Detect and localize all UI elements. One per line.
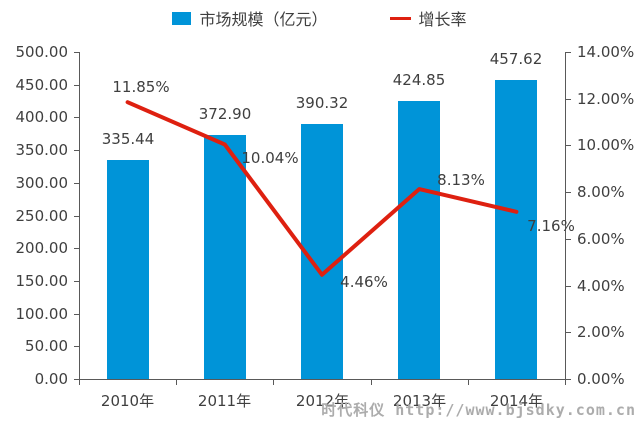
legend-line-swatch [389, 16, 411, 20]
line-point-label: 7.16% [527, 217, 575, 235]
legend-bar-swatch [172, 11, 192, 25]
y-axis-left-tick [74, 281, 79, 282]
legend-item-market-size: 市场规模（亿元） [172, 6, 328, 30]
x-axis-category-label: 2010年 [100, 392, 155, 410]
y-axis-left-tick-label: 500.00 [15, 43, 69, 61]
y-axis-right-tick-label: 8.00% [577, 183, 625, 201]
y-axis-left-tick-label: 100.00 [15, 305, 69, 323]
y-axis-right-tick [566, 99, 571, 100]
y-axis-left-tick [74, 314, 79, 315]
line-point-label: 11.85% [112, 78, 170, 96]
y-axis-right-tick [566, 145, 571, 146]
x-axis-tick [176, 380, 177, 385]
bar [301, 124, 343, 379]
y-axis-right-tick [566, 286, 571, 287]
y-axis-left [79, 52, 80, 380]
x-axis-tick [79, 380, 80, 385]
bar [204, 135, 246, 379]
y-axis-right-tick-label: 12.00% [577, 90, 635, 108]
y-axis-right-tick-label: 14.00% [577, 43, 635, 61]
y-axis-left-tick [74, 52, 79, 53]
watermark: 时代科仪 http://www.bjsdky.com.cn [321, 401, 636, 419]
y-axis-left-tick-label: 400.00 [15, 108, 69, 126]
x-axis-tick [468, 380, 469, 385]
y-axis-left-tick-label: 450.00 [15, 76, 69, 94]
x-axis-category-label: 2012年 [295, 392, 350, 410]
y-axis-left-tick-label: 150.00 [15, 272, 69, 290]
y-axis-left-tick [74, 379, 79, 380]
legend-label-growth-rate: 增长率 [418, 10, 467, 29]
x-axis-tick [565, 380, 566, 385]
bar [398, 101, 440, 379]
y-axis-left-tick [74, 150, 79, 151]
y-axis-left-tick [74, 85, 79, 86]
bar [107, 160, 149, 379]
legend-item-growth-rate: 增长率 [389, 6, 467, 30]
x-axis-category-label: 2011年 [197, 392, 252, 410]
x-axis-tick [273, 380, 274, 385]
y-axis-right-tick-label: 10.00% [577, 136, 635, 154]
y-axis-left-tick-label: 0.00 [34, 370, 68, 388]
legend: 市场规模（亿元） 增长率 [0, 6, 639, 30]
line-point-label: 8.13% [437, 171, 485, 189]
x-axis [79, 379, 566, 380]
y-axis-right-tick [566, 239, 571, 240]
line-point-label: 4.46% [340, 273, 388, 291]
y-axis-left-tick [74, 117, 79, 118]
bar-value-label: 424.85 [392, 71, 446, 89]
y-axis-left-tick [74, 248, 79, 249]
y-axis-left-tick-label: 50.00 [25, 337, 68, 355]
line-point-label: 10.04% [241, 149, 299, 167]
bar [495, 80, 537, 379]
y-axis-right [565, 52, 566, 380]
y-axis-left-tick-label: 200.00 [15, 239, 69, 257]
y-axis-right-tick-label: 0.00% [577, 370, 625, 388]
y-axis-left-tick [74, 183, 79, 184]
y-axis-right-tick-label: 6.00% [577, 230, 625, 248]
y-axis-left-tick-label: 300.00 [15, 174, 69, 192]
y-axis-right-tick [566, 332, 571, 333]
bar-value-label: 335.44 [101, 130, 155, 148]
bar-value-label: 390.32 [295, 94, 349, 112]
x-axis-category-label: 2013年 [392, 392, 447, 410]
bar-value-label: 372.90 [198, 105, 252, 123]
y-axis-right-tick-label: 2.00% [577, 323, 625, 341]
y-axis-right-tick [566, 192, 571, 193]
x-axis-category-label: 2014年 [489, 392, 544, 410]
y-axis-left-tick-label: 250.00 [15, 207, 69, 225]
y-axis-left-tick [74, 216, 79, 217]
x-axis-tick [371, 380, 372, 385]
y-axis-left-tick-label: 350.00 [15, 141, 69, 159]
y-axis-right-tick [566, 52, 571, 53]
y-axis-right-tick [566, 379, 571, 380]
bar-value-label: 457.62 [489, 50, 543, 68]
y-axis-right-tick-label: 4.00% [577, 277, 625, 295]
legend-label-market-size: 市场规模（亿元） [199, 10, 328, 29]
y-axis-left-tick [74, 346, 79, 347]
